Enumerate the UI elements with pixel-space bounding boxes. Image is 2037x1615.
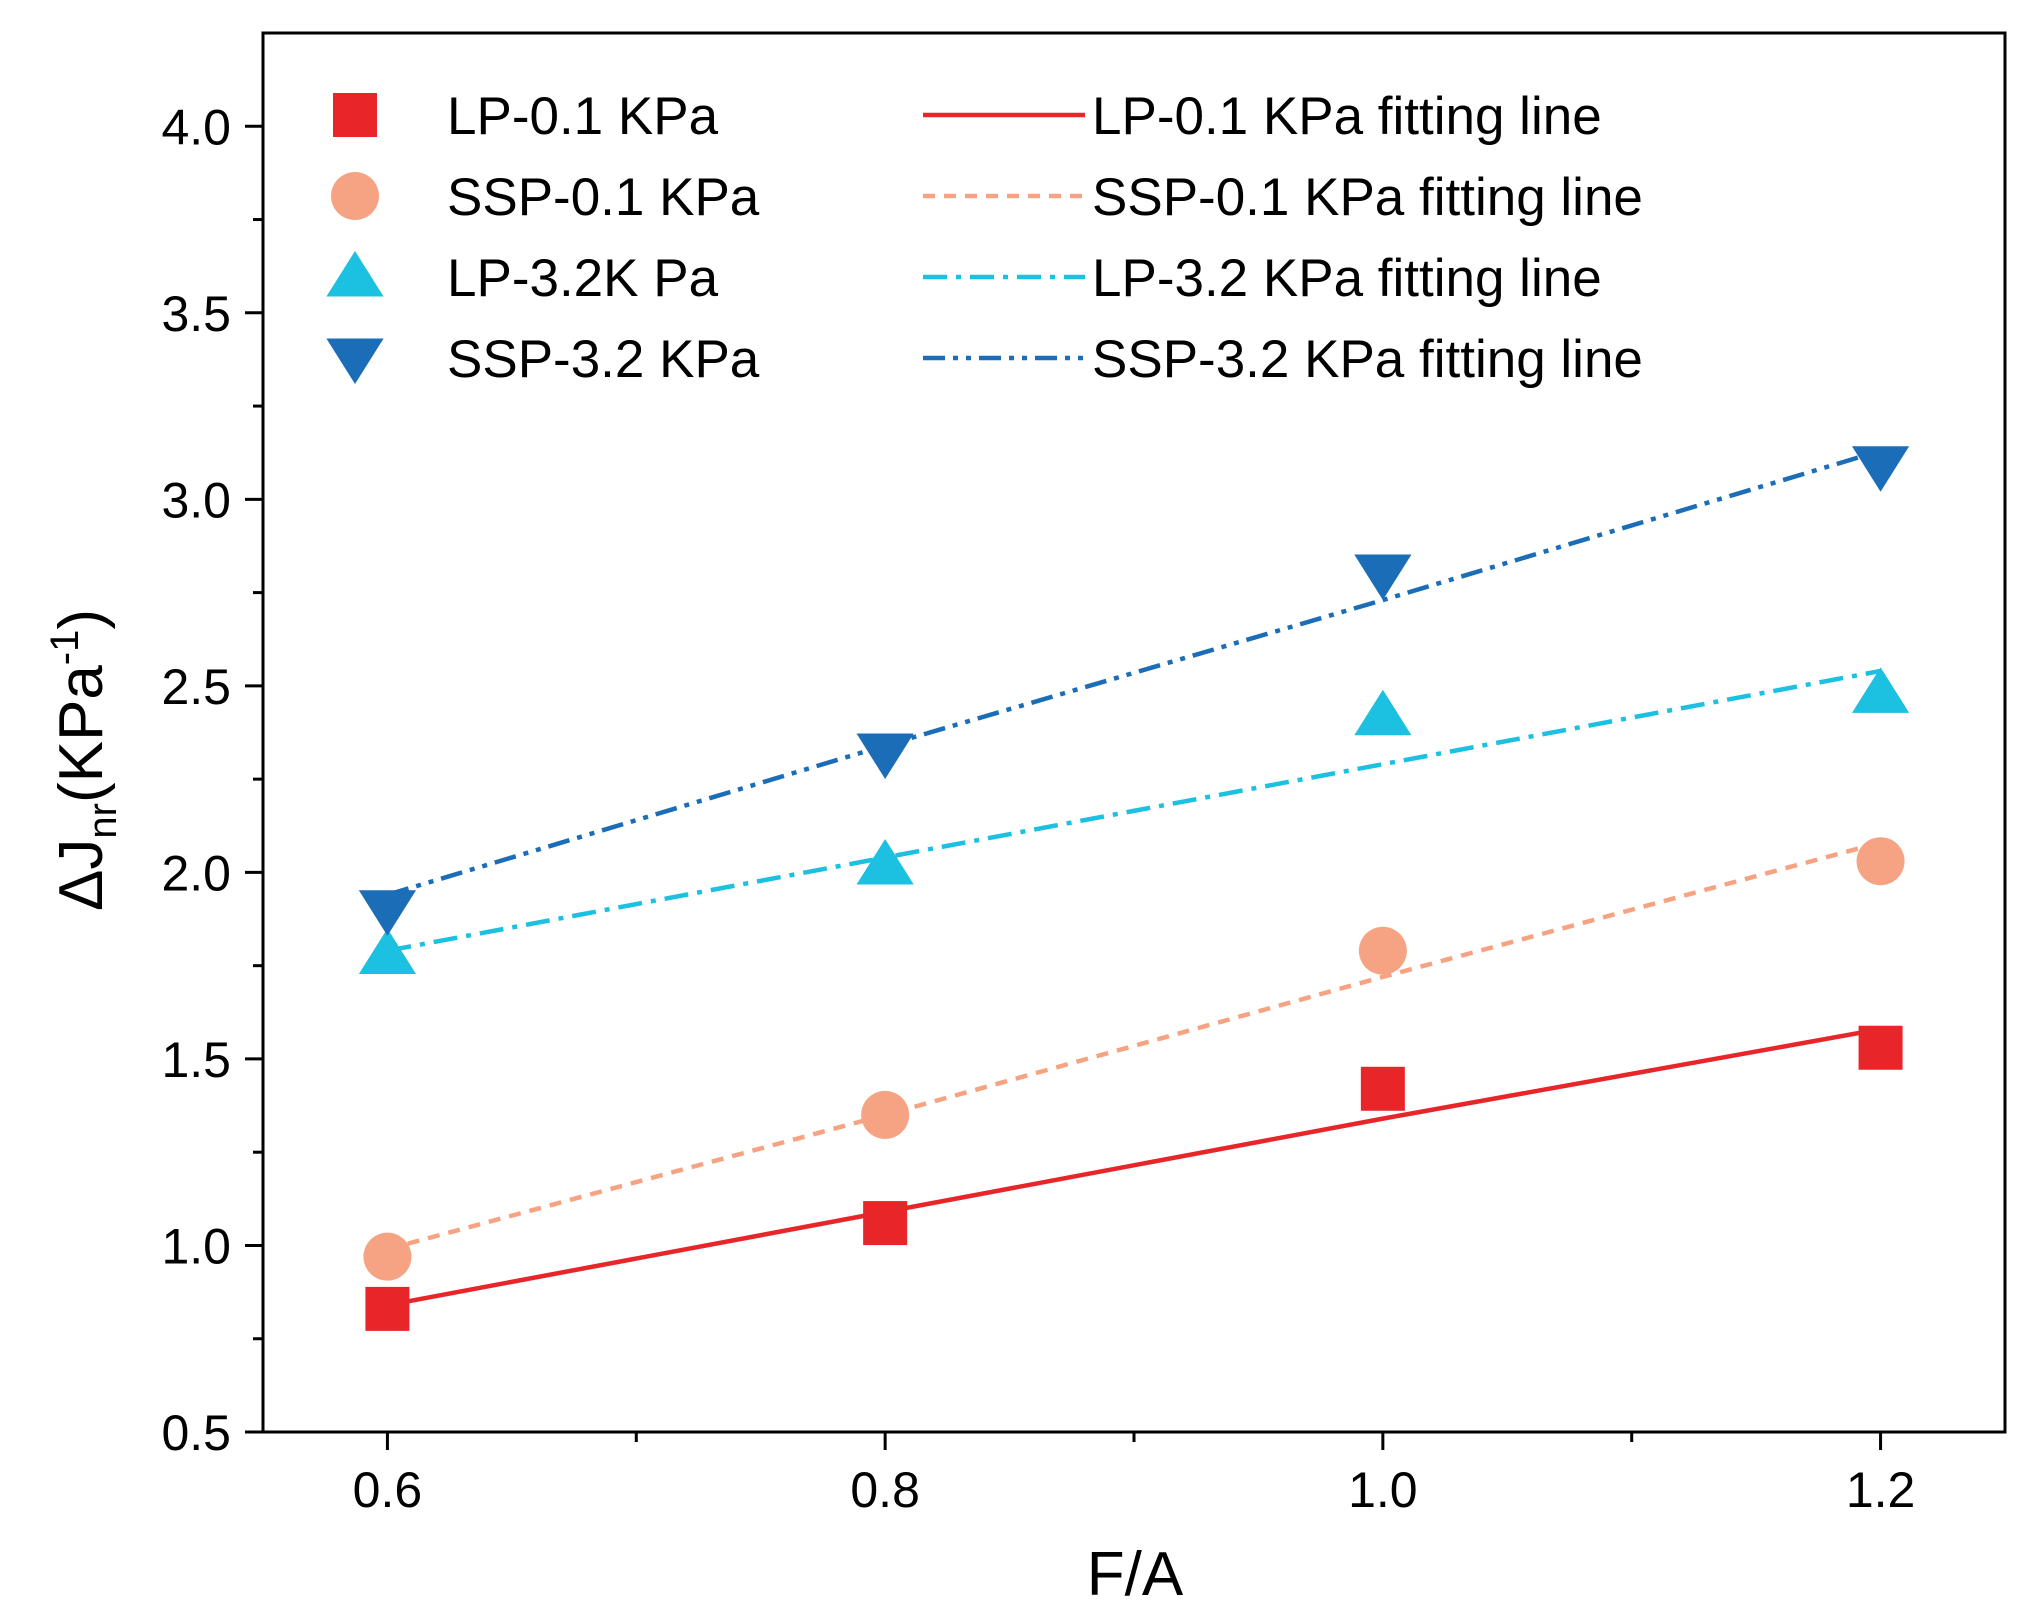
y-axis-title-unit-close: ) xyxy=(47,609,116,630)
fit-line-0 xyxy=(387,1026,1881,1308)
legend-marker-2 xyxy=(326,251,384,297)
x-tick-label-2: 1.0 xyxy=(1348,1462,1418,1518)
data-point-s2-1 xyxy=(856,838,914,885)
y-tick-label-6: 3.5 xyxy=(161,286,231,342)
legend-marker-0 xyxy=(333,93,377,137)
data-point-s3-1 xyxy=(856,733,914,780)
legend-marker-1 xyxy=(331,172,379,220)
x-tick-label-0: 0.6 xyxy=(353,1462,423,1518)
data-point-s3-0 xyxy=(358,890,417,936)
legend-fit-label-1: SSP-0.1 KPa fitting line xyxy=(1092,168,1643,227)
legend-label-1: SSP-0.1 KPa xyxy=(447,168,760,227)
data-point-s0-3 xyxy=(1858,1025,1903,1070)
y-tick-label-1: 1.0 xyxy=(161,1218,231,1274)
axes xyxy=(245,31,2007,1450)
fit-line-3 xyxy=(386,448,1882,897)
fit-lines xyxy=(386,448,1882,1308)
data-point-s3-3 xyxy=(1851,446,1910,492)
y-axis-title-subscript: nr xyxy=(81,803,125,839)
legend: LP-0.1 KPa LP-0.1 KPa fitting line SSP-0.1… xyxy=(326,87,1643,389)
fit-line-2 xyxy=(387,668,1881,953)
data-point-s1-1 xyxy=(861,1090,910,1139)
data-point-s1-3 xyxy=(1856,837,1905,886)
data-point-s2-0 xyxy=(358,928,417,974)
x-tick-label-1: 0.8 xyxy=(850,1462,920,1518)
y-axis-title: ΔJnr(KPa-1) xyxy=(43,609,125,911)
y-tick-label-4: 2.5 xyxy=(161,659,231,715)
y-axis-title-prefix: ΔJ xyxy=(47,839,116,911)
x-tick-label-3: 1.2 xyxy=(1846,1462,1916,1518)
y-tick-label-0: 0.5 xyxy=(161,1405,231,1461)
data-point-s3-2 xyxy=(1354,554,1412,600)
data-point-s2-2 xyxy=(1354,689,1412,736)
data-point-s1-2 xyxy=(1358,926,1407,975)
tick-labels: 0.6 0.8 1.0 1.2 0.5 1.0 1.5 2.0 2.5 3.0 3.5 4.0 xyxy=(161,99,1915,1518)
y-axis-title-unit: (KPa xyxy=(47,665,116,803)
fit-line-1 xyxy=(386,840,1882,1252)
x-axis-title: F/A xyxy=(1087,1540,1184,1609)
legend-label-3: SSP-3.2 KPa xyxy=(447,330,760,389)
data-point-s2-3 xyxy=(1851,667,1910,713)
legend-marker-3 xyxy=(326,338,384,384)
y-tick-label-2: 1.5 xyxy=(161,1032,231,1088)
data-point-s0-2 xyxy=(1360,1066,1405,1111)
data-point-s0-1 xyxy=(863,1201,908,1246)
y-tick-label-5: 3.0 xyxy=(161,472,231,528)
y-axis-title-superscript: -1 xyxy=(43,630,87,666)
data-point-s1-0 xyxy=(363,1232,412,1281)
y-tick-label-7: 4.0 xyxy=(161,99,231,155)
legend-fit-label-2: LP-3.2 KPa fitting line xyxy=(1092,249,1602,308)
legend-fit-label-3: SSP-3.2 KPa fitting line xyxy=(1092,330,1643,389)
data-point-s0-0 xyxy=(365,1286,410,1331)
legend-label-2: LP-3.2K Pa xyxy=(447,249,719,308)
data-markers xyxy=(358,446,1910,1331)
legend-label-0: LP-0.1 KPa xyxy=(447,87,719,146)
legend-fit-label-0: LP-0.1 KPa fitting line xyxy=(1092,87,1602,146)
y-tick-label-3: 2.0 xyxy=(161,845,231,901)
